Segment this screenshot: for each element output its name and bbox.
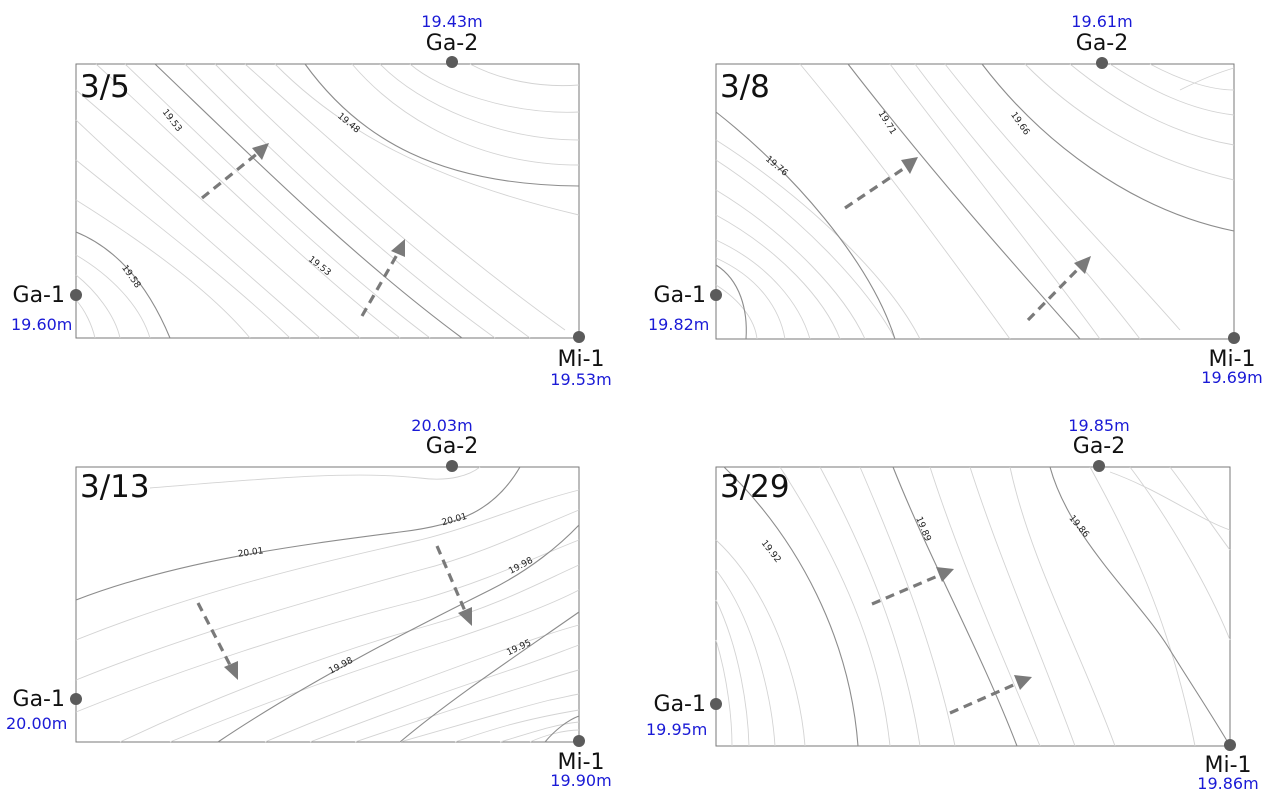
minor-contours: [75, 63, 580, 339]
map-frame: [715, 63, 1235, 340]
major-contours: [723, 466, 1231, 747]
well-level-mi1: 19.69m: [1201, 368, 1262, 387]
contour-label: 19.86: [1066, 514, 1090, 540]
well-name-ga2: Ga-2: [1076, 31, 1128, 56]
well-name-ga1: Ga-1: [13, 283, 65, 308]
panel-date: 3/5: [80, 69, 130, 105]
well-level-ga2: 19.85m: [1068, 416, 1129, 435]
well-name-ga1: Ga-1: [654, 283, 706, 308]
well-name-ga2: Ga-2: [1073, 434, 1125, 459]
flow-arrow: [196, 602, 238, 680]
panel-date: 3/29: [720, 469, 790, 505]
panel-3-13: 20.01 20.01 19.98 19.98 19.95 3/13 Ga-1 …: [6, 416, 612, 790]
well-marker-ga1: [70, 693, 82, 705]
well-marker-mi1: [1228, 332, 1240, 344]
contour-labels: 19.92 19.89 19.86: [759, 514, 1091, 565]
map-frame: [75, 63, 580, 339]
well-level-mi1: 19.53m: [550, 370, 611, 389]
minor-contours: [715, 63, 1235, 340]
contour-map-3-13: 20.01 20.01 19.98 19.98 19.95 3/13 Ga-1 …: [6, 416, 612, 790]
map-frame: [715, 466, 1231, 747]
major-contours: [715, 63, 1235, 340]
panel-date: 3/13: [80, 469, 150, 505]
flow-arrow: [844, 157, 918, 210]
well-name-mi1: Mi-1: [1204, 753, 1251, 778]
well-name-ga1: Ga-1: [654, 692, 706, 717]
contour-map-3-5: 19.53 19.48 19.58 19.53 3/5 Ga-1 19.60m …: [11, 12, 612, 389]
flow-arrow: [435, 545, 472, 626]
well-marker-mi1: [573, 331, 585, 343]
flow-arrow: [200, 143, 269, 200]
flow-arrow: [949, 675, 1032, 715]
flow-arrow: [1026, 256, 1091, 322]
contour-label: 19.89: [913, 515, 932, 543]
well-level-ga1: 19.95m: [646, 720, 707, 739]
well-marker-ga2: [446, 56, 458, 68]
well-level-ga1: 19.60m: [11, 315, 72, 334]
well-level-ga1: 19.82m: [648, 315, 709, 334]
well-marker-ga2: [1096, 57, 1108, 69]
well-name-ga2: Ga-2: [426, 434, 478, 459]
well-level-mi1: 19.86m: [1197, 774, 1258, 790]
well-name-ga2: Ga-2: [426, 31, 478, 56]
flow-arrow: [360, 239, 405, 317]
well-name-mi1: Mi-1: [557, 347, 604, 372]
well-name-mi1: Mi-1: [557, 750, 604, 775]
contour-map-3-8: 19.71 19.66 19.76 3/8 Ga-1 19.82m Ga-2 1…: [648, 12, 1263, 387]
panel-3-5: 19.53 19.48 19.58 19.53 3/5 Ga-1 19.60m …: [0, 0, 633, 395]
major-contours: [75, 466, 580, 743]
minor-contours: [75, 466, 580, 743]
well-marker-ga1: [710, 289, 722, 301]
well-level-mi1: 19.90m: [550, 771, 611, 790]
well-marker-ga2: [1093, 460, 1105, 472]
well-level-ga2: 19.61m: [1071, 12, 1132, 31]
well-level-ga2: 19.43m: [421, 12, 482, 31]
panel-3-8: 19.71 19.66 19.76 3/8 Ga-1 19.82m Ga-2 1…: [648, 12, 1263, 387]
flow-arrow: [871, 567, 954, 606]
minor-contours: [715, 466, 1231, 747]
well-marker-mi1: [1224, 739, 1236, 751]
well-marker-ga1: [710, 698, 722, 710]
well-marker-ga2: [446, 460, 458, 472]
well-marker-mi1: [573, 735, 585, 747]
well-name-mi1: Mi-1: [1208, 347, 1255, 372]
well-marker-ga1: [70, 289, 82, 301]
contour-label: 20.01: [237, 546, 264, 559]
well-name-ga1: Ga-1: [13, 687, 65, 712]
map-frame: [75, 466, 580, 743]
panel-date: 3/8: [720, 69, 770, 105]
well-level-ga2: 20.03m: [411, 416, 472, 435]
well-level-ga1: 20.00m: [6, 714, 67, 733]
major-contours: [75, 63, 580, 339]
contour-label: 19.92: [759, 539, 783, 565]
